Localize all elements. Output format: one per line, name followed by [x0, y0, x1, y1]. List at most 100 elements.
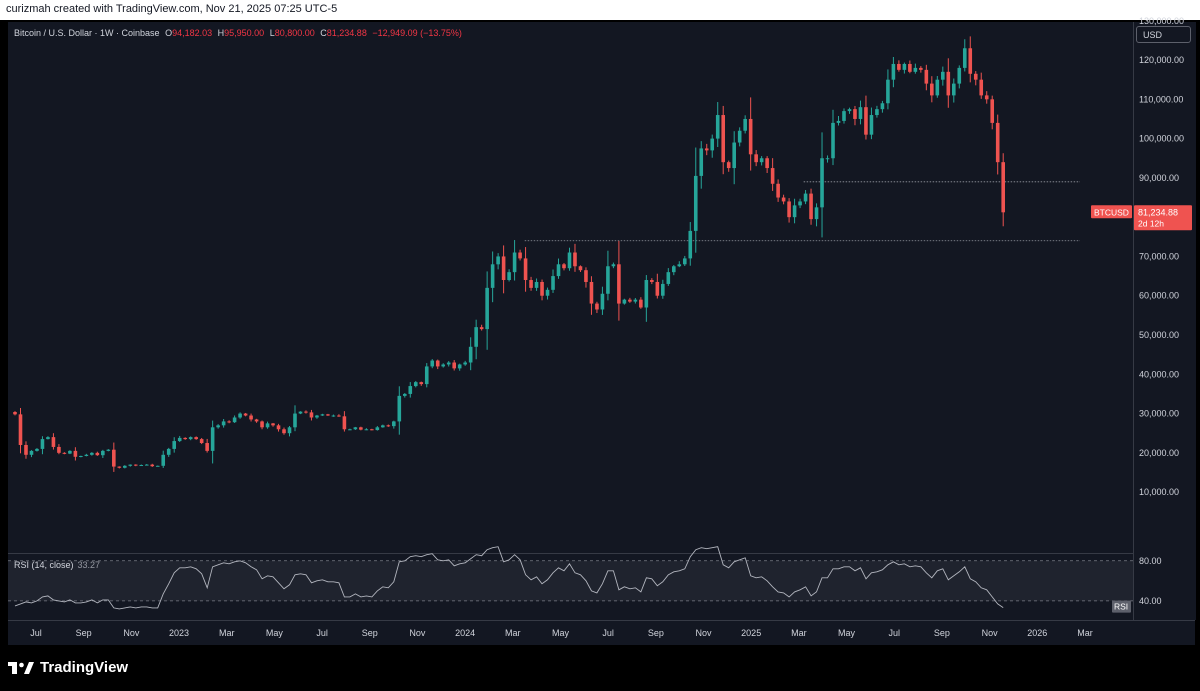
time-tick-label: May	[552, 628, 570, 638]
candle-body	[309, 412, 314, 418]
close-label: C	[320, 28, 327, 38]
pane-separator[interactable]	[8, 553, 1133, 554]
candle-body	[364, 429, 369, 431]
candles	[13, 36, 1005, 472]
candle-body	[809, 193, 813, 220]
candle-body	[249, 415, 253, 420]
price-tag-countdown: 2d 12h	[1138, 218, 1164, 228]
time-tick-label: Jul	[888, 628, 900, 638]
candle-body	[457, 364, 462, 369]
time-tick-label: Nov	[982, 628, 999, 638]
candle-body	[693, 175, 698, 231]
price-scale[interactable]	[1133, 22, 1196, 620]
candle-body	[172, 441, 177, 449]
candle-body	[551, 276, 555, 290]
candle-body	[617, 264, 621, 304]
candle-body	[688, 230, 693, 259]
time-tick-label: Mar	[505, 628, 521, 638]
tradingview-logo[interactable]: TradingView	[8, 659, 128, 676]
candle-body	[254, 419, 259, 422]
price-tick-label: 40,000.00	[1139, 369, 1179, 379]
currency-button[interactable]: USD	[1136, 26, 1191, 43]
time-tick-label: May	[838, 628, 856, 638]
candle-body	[188, 437, 193, 440]
candle-body	[496, 256, 500, 265]
candle-body	[704, 148, 709, 151]
time-tick-label: Jul	[316, 628, 328, 638]
rsi-band	[8, 560, 1133, 601]
close-value: 81,234.88	[326, 28, 367, 38]
symbol-legend: Bitcoin / U.S. Dollar · 1W · Coinbase O9…	[14, 28, 465, 38]
candle-body	[990, 99, 995, 123]
candle-body	[18, 414, 23, 445]
candle-body	[721, 115, 726, 163]
candle-body	[210, 427, 215, 451]
price-tick-label: 10,000.00	[1139, 487, 1179, 497]
candle-body	[79, 455, 83, 457]
candle-body	[639, 299, 643, 308]
low-value: 80,800.00	[274, 28, 315, 38]
candle-body	[117, 466, 122, 468]
candle-body	[573, 252, 577, 267]
candle-body	[375, 427, 380, 431]
candle-body	[770, 168, 775, 184]
candle-body	[814, 207, 819, 220]
candle-body	[123, 465, 127, 468]
price-tick-label: 130,000.00	[1139, 16, 1184, 26]
rsi-tag-label: RSI	[1114, 602, 1128, 612]
candle-body	[68, 450, 72, 454]
candle-body	[35, 448, 39, 451]
candle-body	[754, 154, 758, 163]
candle-body	[584, 270, 588, 282]
candle-body	[935, 79, 940, 96]
candle-body	[556, 264, 561, 277]
time-tick-label: Mar	[1077, 628, 1093, 638]
candle-body	[682, 258, 687, 265]
candle-body	[155, 465, 160, 467]
time-axis[interactable]	[8, 620, 1195, 645]
candle-body	[864, 107, 868, 135]
candle-body	[606, 266, 610, 294]
candle-body	[968, 48, 973, 74]
candle-body	[13, 412, 17, 415]
candle-body	[962, 48, 967, 68]
candle-body	[463, 362, 467, 365]
candle-body	[743, 118, 747, 131]
candle-body	[106, 449, 111, 451]
candle-body	[441, 364, 446, 367]
candle-body	[298, 411, 303, 414]
price-pane[interactable]	[8, 22, 1133, 553]
candle-body	[661, 283, 665, 296]
candle-body	[831, 122, 835, 159]
candle-body	[787, 201, 791, 218]
candle-body	[359, 427, 363, 430]
candle-body	[128, 464, 133, 466]
candle-body	[913, 67, 918, 72]
candle-body	[243, 413, 248, 416]
candle-body	[413, 382, 418, 387]
candle-body	[353, 427, 358, 430]
candle-body	[90, 452, 94, 455]
candle-body	[177, 437, 182, 442]
candle-body	[562, 264, 566, 269]
candle-body	[518, 252, 522, 259]
candle-body	[507, 272, 511, 281]
candle-body	[715, 115, 720, 139]
candle-body	[699, 148, 704, 176]
candle-body	[282, 429, 286, 434]
candle-body	[589, 281, 594, 304]
candle-body	[139, 465, 144, 467]
price-chart: 80.00 40.00 RSI 10,000.00 20,000.00 30,000.0…	[8, 16, 1192, 638]
candle-body	[84, 454, 89, 456]
candle-body	[166, 448, 171, 455]
candle-body	[633, 299, 638, 302]
price-tick-label: 110,000.00	[1139, 94, 1183, 104]
candle-body	[265, 423, 270, 428]
candle-body	[386, 425, 391, 427]
candle-body	[101, 450, 105, 456]
time-tick-label: Jul	[30, 628, 42, 638]
candle-body	[650, 280, 654, 282]
brand-name: TradingView	[40, 659, 129, 676]
candle-body	[836, 120, 841, 123]
